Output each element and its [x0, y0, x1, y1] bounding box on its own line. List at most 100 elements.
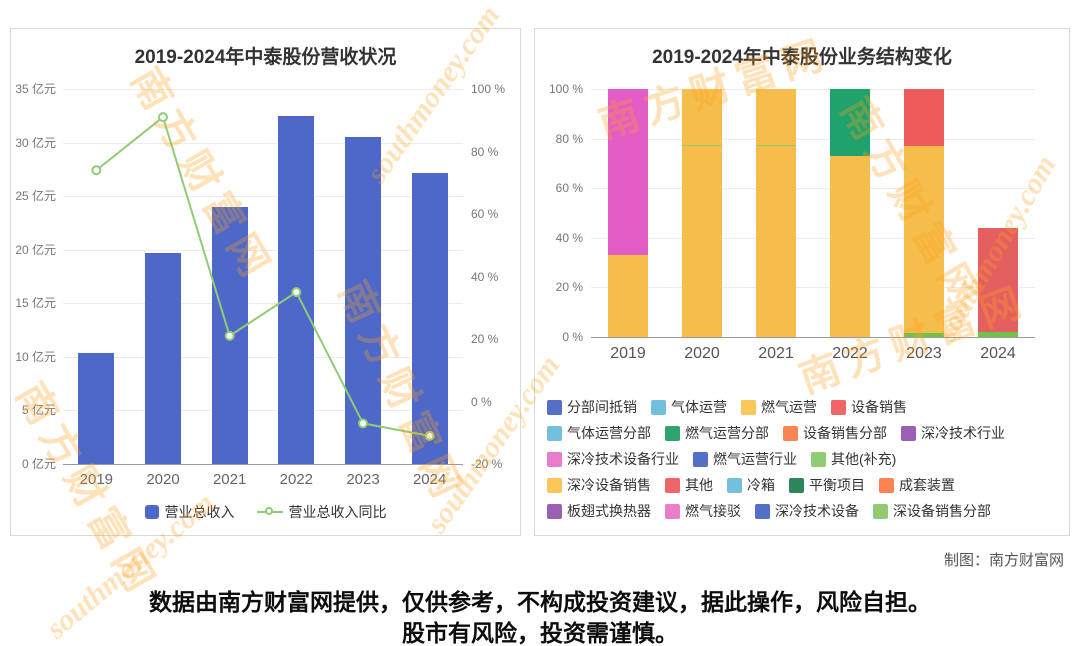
gridline — [63, 303, 463, 305]
legend-swatch — [831, 399, 846, 415]
legend-label: 深冷技术设备 — [775, 503, 859, 519]
x-axis-label: 2023 — [346, 471, 380, 488]
gridline — [63, 356, 463, 358]
stack-segment-2024 — [978, 332, 1018, 337]
legend-item: 其他 — [665, 475, 713, 495]
gridline — [63, 410, 463, 412]
y-axis-label: 10 亿元 — [15, 349, 56, 364]
stack-segment-2024 — [978, 227, 1018, 333]
legend-item: 深冷技术设备行业 — [547, 449, 679, 469]
y-axis-label: 0 % — [471, 394, 492, 409]
legend-swatch — [901, 425, 916, 441]
y-axis-label: 40 % — [471, 269, 499, 284]
legend-item: 板翅式换热器 — [547, 501, 651, 521]
stack-segment-2022 — [830, 155, 870, 337]
legend-label: 设备销售 — [851, 399, 907, 415]
legend-label: 深设备销售分部 — [893, 503, 991, 519]
legend-item: 冷箱 — [727, 475, 775, 495]
x-axis-label: 2020 — [684, 345, 720, 362]
legend-swatch — [665, 477, 680, 493]
legend-swatch — [547, 399, 562, 415]
legend-label: 营业总收入同比 — [288, 504, 387, 520]
x-axis-label: 2019 — [610, 345, 646, 362]
yoy-marker — [291, 287, 302, 298]
chart-credit: 制图：南方财富网 — [943, 552, 1064, 569]
y-axis-label: 60 % — [471, 207, 499, 221]
gridline — [591, 237, 1035, 239]
gridline — [591, 89, 1035, 90]
business-structure-title: 2019-2024年中泰股份业务结构变化 — [652, 47, 952, 68]
legend-item: 深冷设备销售 — [547, 475, 651, 495]
business-structure-legend: 分部间抵销 气体运营 燃气运营 设备销售 气体运营分部 燃气运营分部 设备销售分部 深冷技术行… — [547, 397, 1005, 521]
legend-swatch — [651, 399, 666, 415]
revenue-chart: 35 亿元 30 亿元 25 亿元 20 亿元 15 亿元 10 亿元 5 亿元 0 亿元 10… — [11, 29, 520, 535]
stack-segment-2020 — [682, 144, 722, 147]
business-structure-chart: 100 % 80 % 60 % 40 % 20 % 0 % 2019 2020 2021 2022… — [535, 29, 1069, 535]
legend-label: 燃气接驳 — [685, 503, 741, 519]
legend-label: 深冷技术行业 — [921, 425, 1005, 441]
bar-series-swatch — [144, 505, 159, 519]
stack-segment-2021 — [756, 144, 796, 147]
legend-item: 燃气接驳 — [665, 501, 741, 521]
stack-segment-2020 — [682, 146, 722, 337]
disclaimer-line-1: 数据由南方财富网提供，仅供参考，不构成投资建议，据此操作，风险自担。 — [149, 589, 931, 615]
x-axis-line — [63, 464, 463, 465]
yoy-line — [91, 112, 435, 441]
legend-item: 深设备销售分部 — [873, 501, 991, 521]
revenue-legend: 营业总收入 营业总收入同比 — [11, 502, 520, 522]
business-structure-panel: 2019-2024年中泰股份业务结构变化 100 % 80 % 60 % 40 % 20… — [534, 28, 1070, 536]
legend-swatch — [811, 451, 826, 467]
legend-label: 其他 — [685, 477, 713, 493]
legend-row: 深冷技术设备行业 燃气运营行业 其他(补充) — [547, 449, 1005, 469]
legend-label: 设备销售分部 — [803, 425, 887, 441]
y-axis-label: 5 亿元 — [21, 403, 56, 418]
legend-swatch — [547, 477, 562, 493]
revenue-chart-title: 2019-2024年中泰股份营收状况 — [134, 47, 397, 68]
stack-segment-2019 — [608, 89, 648, 256]
yoy-marker — [358, 418, 368, 429]
legend-swatch — [547, 425, 562, 441]
legend-swatch — [755, 503, 770, 519]
stack-segment-2023 — [904, 89, 944, 147]
legend-item-revenue: 营业总收入 — [144, 502, 235, 522]
legend-label: 冷箱 — [747, 477, 775, 493]
y-axis-label: 80 % — [555, 131, 583, 146]
y-axis-label: -20 % — [471, 457, 503, 471]
legend-item: 设备销售 — [831, 397, 907, 417]
legend-swatch — [879, 477, 894, 493]
legend-label: 燃气运营 — [761, 399, 817, 415]
legend-swatch — [727, 477, 742, 493]
legend-swatch — [665, 425, 680, 441]
stack-segment-2023 — [904, 333, 944, 337]
legend-item: 平衡项目 — [789, 475, 865, 495]
revenue-bar-2024 — [411, 172, 448, 464]
legend-label: 气体运营分部 — [567, 425, 651, 441]
gridline — [63, 249, 463, 251]
legend-label: 其他(补充) — [831, 451, 897, 467]
legend-item-yoy: 营业总收入同比 — [256, 502, 387, 522]
y-axis-label: 20 亿元 — [15, 242, 56, 257]
legend-swatch — [789, 477, 804, 493]
yoy-marker — [91, 165, 102, 176]
y-axis-label: 100 % — [471, 82, 506, 96]
y-axis-label: 100 % — [548, 82, 583, 96]
revenue-bar-2019 — [78, 352, 115, 464]
y-axis-label: 20 % — [471, 332, 499, 346]
y-axis-label: 20 % — [555, 280, 583, 295]
x-axis-label: 2024 — [412, 471, 447, 488]
legend-item: 深冷技术行业 — [901, 423, 1005, 443]
legend-swatch — [547, 451, 562, 467]
gridline — [63, 89, 463, 90]
y-axis-label: 0 亿元 — [21, 457, 56, 471]
legend-item: 深冷技术设备 — [755, 501, 859, 521]
y-axis-label: 80 % — [471, 144, 499, 159]
disclaimer-line-2: 股市有风险，投资需谨慎。 — [402, 620, 678, 646]
legend-label: 燃气运营行业 — [713, 451, 797, 467]
stack-segment-2020 — [682, 89, 722, 145]
legend-row: 板翅式换热器 燃气接驳 深冷技术设备 深设备销售分部 — [547, 501, 1005, 521]
legend-label: 深冷设备销售 — [567, 477, 651, 493]
x-axis-label: 2022 — [832, 345, 868, 362]
x-axis-line — [591, 337, 1035, 338]
y-axis-label: 0 % — [562, 330, 583, 344]
x-axis-label: 2022 — [279, 471, 314, 488]
